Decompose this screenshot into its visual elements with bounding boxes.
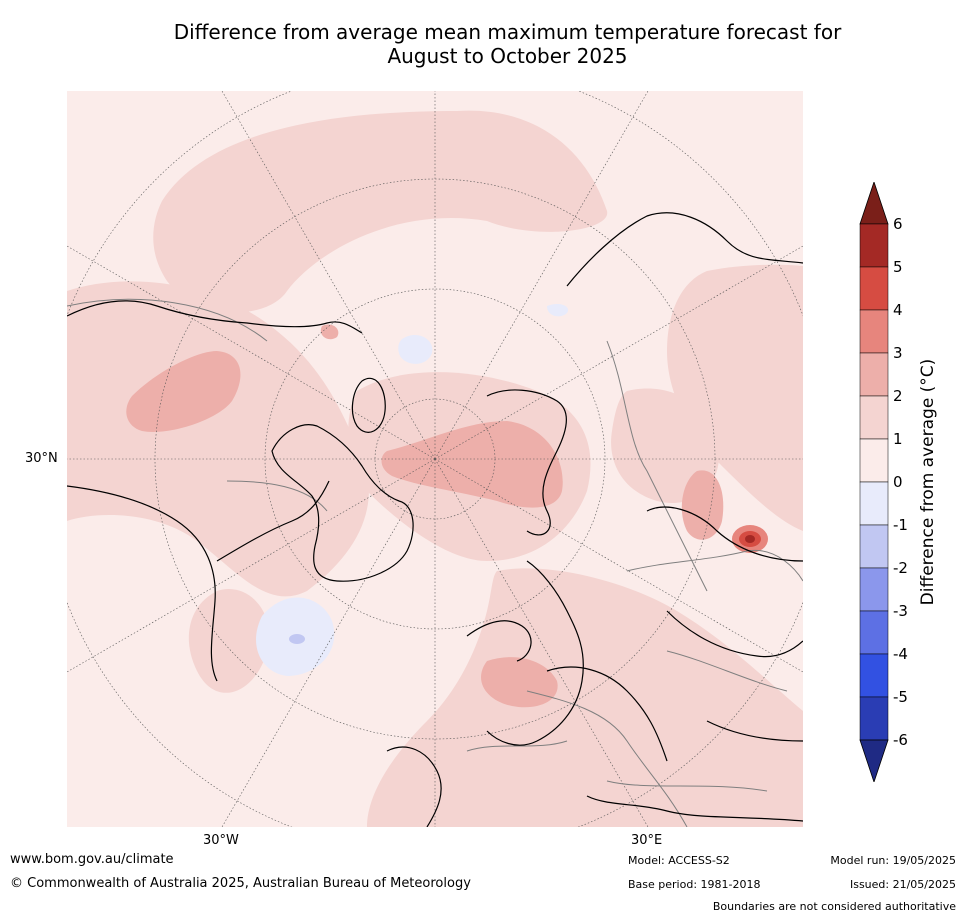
colorbar-tick-m4: -4 xyxy=(893,645,908,663)
anomaly-minus2-to-minus1-spot xyxy=(289,634,305,644)
map-title: Difference from average mean maximum tem… xyxy=(60,20,955,68)
footer-disclaimer: Boundaries are not considered authoritat… xyxy=(712,900,956,913)
footer-copyright: © Commonwealth of Australia 2025, Austra… xyxy=(10,876,471,891)
anomaly-2-to-3-regions xyxy=(126,324,724,708)
coastlines xyxy=(67,212,803,827)
colorbar-tick-1: 1 xyxy=(893,430,903,448)
footer-website[interactable]: www.bom.gov.au/climate xyxy=(10,852,174,867)
colorbar-4-5 xyxy=(859,266,889,311)
footer-issued: Issued: 21/05/2025 xyxy=(849,878,956,891)
anomaly-1-to-2-regions xyxy=(67,110,803,827)
country-borders xyxy=(67,298,803,827)
colorbar-2-3 xyxy=(859,352,889,397)
colorbar-tick-0: 0 xyxy=(893,473,903,491)
footer-base-period: Base period: 1981-2018 xyxy=(628,878,761,891)
colorbar-tick-5: 5 xyxy=(893,258,903,276)
colorbar-5-6 xyxy=(859,223,889,268)
colorbar-under-triangle xyxy=(859,739,889,782)
colorbar-0-1 xyxy=(859,438,889,483)
colorbar-1-2 xyxy=(859,395,889,440)
colorbar-m6-m5 xyxy=(859,696,889,741)
colorbar-tick-m1: -1 xyxy=(893,516,908,534)
colorbar-tick-m2: -2 xyxy=(893,559,908,577)
colorbar-label: Difference from average (°C) xyxy=(918,358,938,606)
forecast-map xyxy=(67,91,803,827)
footer-model-run: Model run: 19/05/2025 xyxy=(830,854,956,867)
colorbar-m5-m4 xyxy=(859,653,889,698)
colorbar-tick-3: 3 xyxy=(893,344,903,362)
colorbar-tick-m3: -3 xyxy=(893,602,908,620)
colorbar-tick-6: 6 xyxy=(893,215,903,233)
colorbar-m1-0 xyxy=(859,481,889,526)
colorbar-over-triangle xyxy=(859,182,889,225)
colorbar-3-4 xyxy=(859,309,889,354)
colorbar-m4-m3 xyxy=(859,610,889,655)
colorbar-tick-2: 2 xyxy=(893,387,903,405)
lat-label-30n: 30°N xyxy=(25,451,58,466)
title-line-2: August to October 2025 xyxy=(387,44,628,68)
colorbar-tick-m6: -6 xyxy=(893,731,908,749)
colorbar-tick-m5: -5 xyxy=(893,688,908,706)
anomaly-hotspot xyxy=(732,525,768,553)
colorbar-tick-4: 4 xyxy=(893,301,903,319)
colorbar-m3-m2 xyxy=(859,567,889,612)
footer-model: Model: ACCESS-S2 xyxy=(628,854,730,867)
graticule xyxy=(67,91,803,827)
title-line-1: Difference from average mean maximum tem… xyxy=(173,20,842,44)
lon-label-30w: 30°W xyxy=(203,833,239,848)
lon-label-30e: 30°E xyxy=(631,833,663,848)
colorbar-m2-m1 xyxy=(859,524,889,569)
colorbar xyxy=(859,182,889,782)
